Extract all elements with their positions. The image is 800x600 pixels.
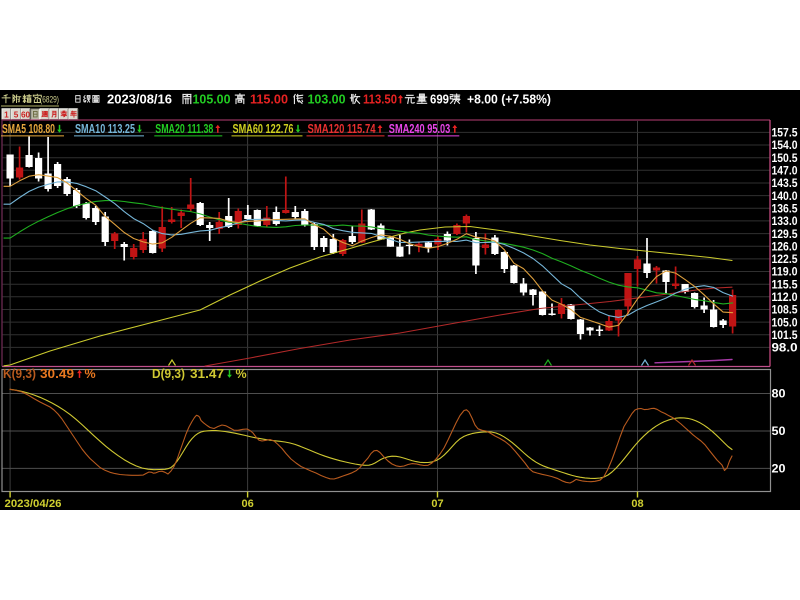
svg-text:%: % bbox=[236, 367, 247, 381]
svg-text:122.5: 122.5 bbox=[772, 254, 799, 266]
svg-text:150.5: 150.5 bbox=[772, 153, 799, 165]
svg-text:SMA10 113.25: SMA10 113.25 bbox=[75, 122, 135, 136]
svg-text:133.0: 133.0 bbox=[772, 216, 798, 228]
svg-text:105.00: 105.00 bbox=[193, 91, 231, 106]
svg-text:08: 08 bbox=[631, 498, 643, 510]
svg-text:20: 20 bbox=[772, 464, 786, 476]
svg-text:07: 07 bbox=[431, 498, 443, 510]
svg-text:SMA20 111.38: SMA20 111.38 bbox=[155, 122, 213, 136]
svg-text:113.50: 113.50 bbox=[363, 91, 397, 106]
svg-text:SMA5 108.80: SMA5 108.80 bbox=[2, 122, 55, 136]
svg-text:(6829): (6829) bbox=[40, 95, 59, 106]
svg-text:2023/08/16: 2023/08/16 bbox=[107, 91, 172, 106]
svg-text:126.0: 126.0 bbox=[772, 241, 798, 253]
svg-text:+8.00 (+7.58%): +8.00 (+7.58%) bbox=[467, 91, 551, 106]
svg-text:SMA60 122.76: SMA60 122.76 bbox=[233, 122, 294, 136]
svg-text:103.00: 103.00 bbox=[308, 91, 346, 106]
svg-text:06: 06 bbox=[241, 498, 253, 510]
svg-text:1: 1 bbox=[4, 110, 9, 119]
svg-text:5: 5 bbox=[14, 110, 19, 119]
svg-text:699: 699 bbox=[430, 91, 449, 106]
svg-text:140.0: 140.0 bbox=[772, 191, 798, 203]
svg-text:SMA120 115.74: SMA120 115.74 bbox=[308, 122, 376, 136]
svg-text:154.0: 154.0 bbox=[772, 140, 798, 152]
svg-text:115.5: 115.5 bbox=[772, 279, 799, 291]
svg-text:108.5: 108.5 bbox=[772, 305, 799, 317]
svg-text:2023/04/26: 2023/04/26 bbox=[5, 498, 62, 510]
svg-text:31.47: 31.47 bbox=[190, 367, 224, 381]
svg-text:101.5: 101.5 bbox=[772, 330, 799, 342]
svg-text:147.0: 147.0 bbox=[772, 166, 798, 178]
svg-text:50: 50 bbox=[772, 426, 786, 438]
svg-text:80: 80 bbox=[772, 389, 786, 401]
svg-text:98.0: 98.0 bbox=[772, 343, 798, 355]
svg-text:%: % bbox=[85, 367, 96, 381]
svg-text:115.00: 115.00 bbox=[250, 91, 288, 106]
svg-text:30.49: 30.49 bbox=[40, 367, 74, 381]
svg-text:136.5: 136.5 bbox=[772, 203, 799, 215]
svg-text:K(9,3): K(9,3) bbox=[3, 367, 36, 381]
svg-text:119.0: 119.0 bbox=[772, 267, 798, 279]
svg-text:105.0: 105.0 bbox=[772, 317, 798, 329]
svg-text:157.5: 157.5 bbox=[772, 128, 799, 140]
svg-text:60: 60 bbox=[21, 110, 31, 119]
svg-text:129.5: 129.5 bbox=[772, 229, 799, 241]
svg-text:143.5: 143.5 bbox=[772, 178, 799, 190]
svg-text:D(9,3): D(9,3) bbox=[152, 367, 185, 381]
svg-text:112.0: 112.0 bbox=[772, 292, 798, 304]
svg-text:SMA240 95.03: SMA240 95.03 bbox=[389, 122, 451, 136]
